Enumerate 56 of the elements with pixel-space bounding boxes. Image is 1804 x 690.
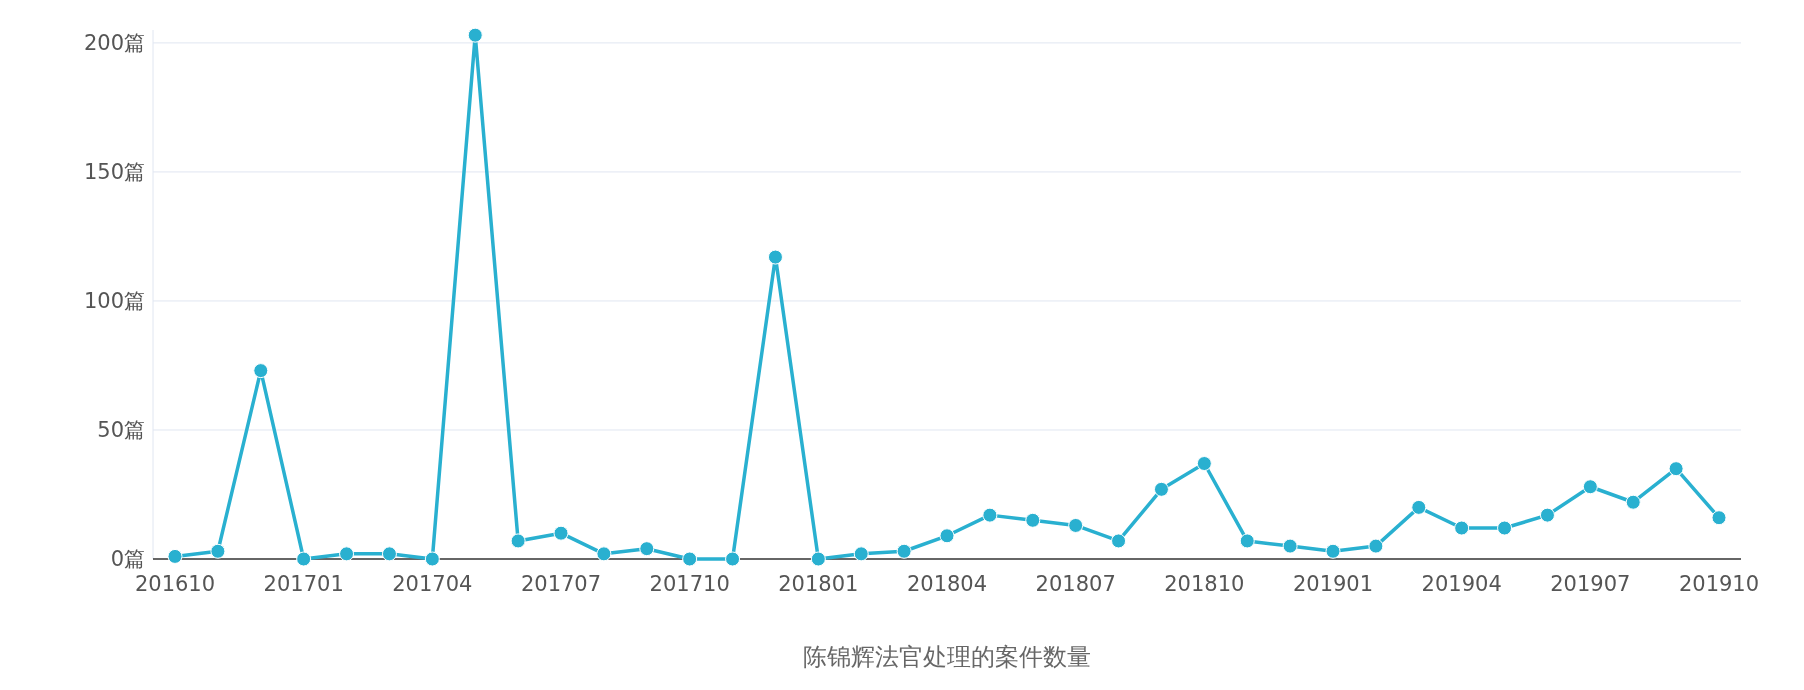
point [253, 363, 269, 379]
point [553, 525, 569, 541]
point [296, 551, 312, 567]
point [1625, 494, 1641, 510]
x-tick-label: 201904 [1421, 572, 1502, 596]
point [1025, 512, 1041, 528]
point [1497, 520, 1513, 536]
x-tick-label: 201901 [1292, 572, 1374, 596]
point [853, 546, 869, 562]
point [339, 546, 355, 562]
y-tick-label: 200篇 [83, 30, 145, 55]
point [1539, 507, 1555, 523]
x-tick-label: 201704 [392, 572, 473, 596]
point [1411, 499, 1427, 515]
point [1282, 538, 1298, 554]
x-tick-label: 201707 [520, 572, 602, 596]
point [596, 546, 612, 562]
point [1582, 479, 1598, 495]
point [639, 541, 655, 557]
point [1668, 461, 1684, 477]
point [1111, 533, 1127, 549]
y-tick-label: 150篇 [83, 159, 145, 184]
point [167, 548, 183, 564]
y-tick-label: 50篇 [97, 417, 145, 442]
x-tick-label: 201710 [649, 572, 730, 596]
point [1068, 517, 1084, 533]
x-axis-title: 陈锦辉法官处理的案件数量 [803, 643, 1091, 671]
point [682, 551, 698, 567]
point [1325, 543, 1341, 559]
point [1454, 520, 1470, 536]
point [510, 533, 526, 549]
x-tick-label: 201804 [906, 572, 988, 596]
point [1153, 481, 1169, 497]
x-tick-label: 201910 [1678, 572, 1760, 596]
x-tick-label: 201610 [134, 572, 216, 596]
x-tick-label: 201801 [778, 572, 859, 596]
y-tick-label: 0篇 [110, 547, 145, 571]
y-tick-label: 100篇 [83, 288, 145, 313]
point [381, 546, 397, 562]
point [467, 27, 483, 43]
x-tick-label: 201907 [1550, 572, 1631, 596]
point [982, 507, 998, 523]
x-tick-label: 201701 [263, 572, 344, 596]
point [1711, 510, 1727, 526]
point [725, 551, 741, 567]
point [210, 543, 226, 559]
point [1368, 538, 1384, 554]
point [939, 528, 955, 544]
point [1196, 456, 1212, 472]
point [424, 551, 440, 567]
point [767, 249, 783, 265]
point [1239, 533, 1255, 549]
x-tick-label: 201807 [1035, 572, 1116, 596]
x-tick-label: 201810 [1164, 572, 1245, 596]
point [896, 543, 912, 559]
point [810, 551, 826, 567]
